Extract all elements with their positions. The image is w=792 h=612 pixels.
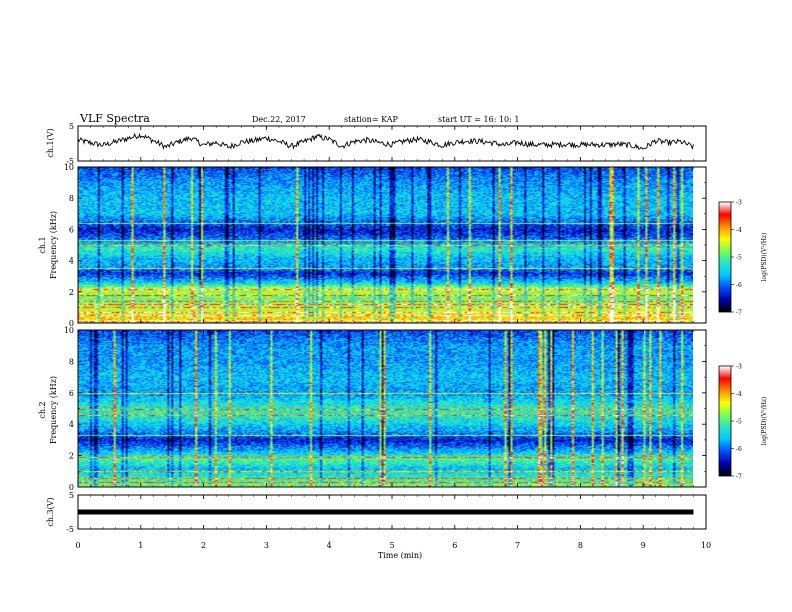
time-axis-label: Time (min) — [378, 551, 422, 560]
ch2-spectrogram-yticks: 0 2 4 6 8 10 — [64, 326, 706, 492]
ch2-colorbar-label: log(PSD)(V²/Hz) — [761, 397, 768, 446]
colorbar-tick-label: -6 — [736, 446, 742, 453]
xtick-label: 2 — [201, 541, 206, 550]
ytick-label: 0 — [69, 319, 74, 328]
colorbar-tick-label: -5 — [736, 419, 742, 426]
xtick-label: 10 — [701, 541, 711, 550]
ch3-waveform-ylabel: ch.3(V) — [46, 497, 55, 526]
ytick-label: 6 — [69, 225, 74, 234]
colorbar-tick-label: -7 — [736, 310, 742, 317]
xtick-label: 8 — [578, 541, 583, 550]
ytick-label: 6 — [69, 389, 74, 398]
colorbar-tick-label: -6 — [736, 282, 742, 289]
ch1-colorbar-ticks: -3 -4 -5 -6 -7 — [731, 200, 742, 317]
ch1-waveform-panel: ch.1(V) 5 -5 — [46, 122, 707, 166]
start-ut-label: start UT = 16: 10: 1 — [438, 115, 519, 124]
ch1-spectrogram-panel: ch.1 Frequency (kHz) 0 2 4 6 8 10 — [38, 163, 707, 328]
colorbar-tick-label: -3 — [736, 364, 742, 371]
ytick-label: 5 — [69, 122, 74, 131]
colorbar-tick-label: -5 — [736, 255, 742, 262]
ch2-colorbar-ticks: -3 -4 -5 -6 -7 — [731, 364, 742, 481]
xtick-label: 3 — [264, 541, 269, 550]
ch1-spectrogram-ylabel-line2: Frequency (kHz) — [49, 211, 58, 279]
ch2-spectrogram-panel: ch.2 Frequency (kHz) 0 2 4 6 8 10 — [38, 326, 707, 492]
ytick-label: 2 — [69, 452, 74, 461]
figure-title: VLF Spectra — [79, 112, 150, 125]
ytick-label: 10 — [64, 163, 74, 172]
ch1-colorbar-label: log(PSD)(V²/Hz) — [761, 233, 768, 282]
ch1-colorbar-gradient — [719, 202, 731, 312]
ytick-label: 2 — [69, 288, 74, 297]
colorbar-tick-label: -3 — [736, 200, 742, 207]
ytick-label: 10 — [64, 326, 74, 335]
ytick-label: 4 — [69, 257, 74, 266]
ch2-spectrogram-ylabel-line2: Frequency (kHz) — [49, 376, 58, 444]
ytick-label: 0 — [69, 483, 74, 492]
ch1-colorbar: -3 -4 -5 -6 -7 log(PSD)(V²/Hz) — [718, 200, 768, 317]
xtick-label: 1 — [138, 541, 143, 550]
ch1-spectrogram-heatmap — [78, 167, 693, 323]
xtick-label: 0 — [75, 541, 80, 550]
ytick-label: -5 — [66, 525, 74, 534]
ytick-label: 5 — [69, 491, 74, 500]
ytick-label: 4 — [69, 420, 74, 429]
date-label: Dec.22, 2017 — [252, 115, 306, 124]
time-axis-ticks: 0 1 2 3 4 5 6 7 8 9 10 — [75, 126, 711, 550]
ch1-waveform-ylabel: ch.1(V) — [46, 128, 55, 157]
xtick-label: 9 — [641, 541, 646, 550]
xtick-label: 6 — [452, 541, 457, 550]
ch1-spectrogram-yticks: 0 2 4 6 8 10 — [64, 163, 706, 328]
xtick-label: 7 — [515, 541, 520, 550]
ch2-spectrogram-ylabel-line1: ch.2 — [38, 401, 47, 418]
ch1-spectrogram-ylabel-line1: ch.1 — [38, 236, 47, 253]
ch1-waveform-line — [77, 132, 694, 151]
ch3-waveform-panel: ch.3(V) 5 -5 — [46, 491, 707, 534]
colorbar-tick-label: -4 — [736, 391, 742, 398]
ytick-label: 8 — [69, 357, 74, 366]
ytick-label: 8 — [69, 194, 74, 203]
station-label: station= KAP — [344, 115, 399, 124]
colorbar-tick-label: -4 — [736, 227, 742, 234]
xtick-label: 5 — [389, 541, 394, 550]
ch2-colorbar: -3 -4 -5 -6 -7 log(PSD)(V²/Hz) — [718, 364, 768, 481]
ch2-spectrogram-heatmap — [78, 330, 693, 487]
ch3-waveform-line — [78, 509, 694, 515]
colorbar-tick-label: -7 — [736, 474, 742, 481]
ytick-label: -5 — [66, 157, 74, 166]
xtick-label: 4 — [327, 541, 332, 550]
ch2-colorbar-gradient — [719, 366, 731, 476]
